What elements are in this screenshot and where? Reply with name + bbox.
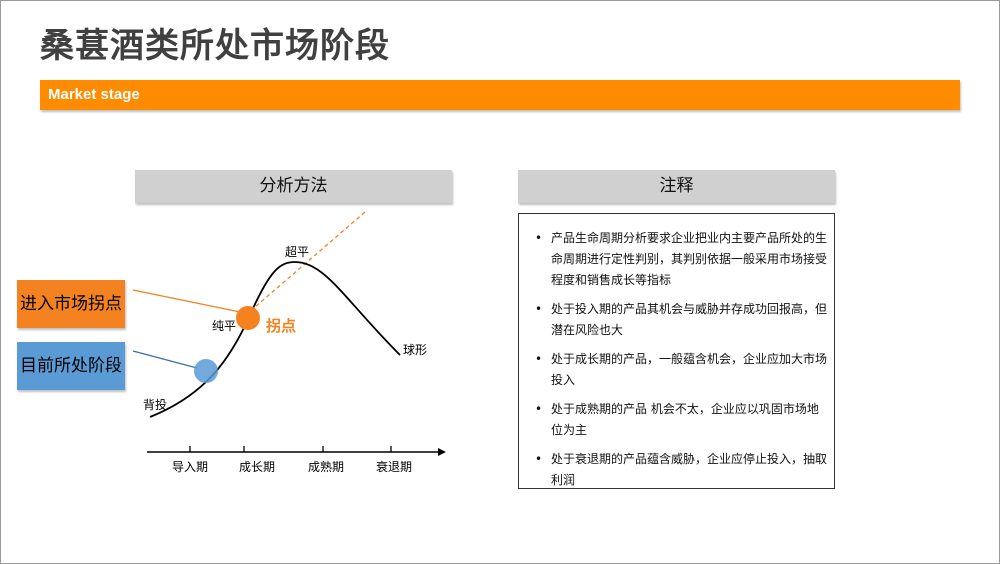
stage-leader-line bbox=[132, 350, 198, 369]
inflection-label: 拐点 bbox=[266, 317, 296, 335]
stage-label-maturity: 成熟期 bbox=[308, 459, 344, 474]
entry-point-callout: 进入市场拐点 bbox=[17, 280, 125, 328]
stage-label-decline: 衰退期 bbox=[376, 459, 412, 474]
page-title: 桑葚酒类所处市场阶段 bbox=[40, 26, 390, 66]
notes-panel-header: 注释 bbox=[518, 170, 835, 203]
current-stage-marker bbox=[194, 359, 218, 383]
stage-label-intro: 导入期 bbox=[172, 460, 208, 474]
note-item: 处于成熟期的产品 机会不太，企业应以巩固市场地位为主 bbox=[533, 399, 828, 441]
entry-leader-line bbox=[132, 289, 241, 313]
stage-label-growth: 成长期 bbox=[239, 460, 275, 474]
note-item: 产品生命周期分析要求企业把业内主要产品所处的生命周期进行定性判别，其判别依据一般… bbox=[533, 228, 828, 291]
notes-list: 产品生命周期分析要求企业把业内主要产品所处的生命周期进行定性判别，其判别依据一般… bbox=[533, 228, 828, 491]
note-item: 处于衰退期的产品蕴含威胁，企业应停止投入，抽取利润 bbox=[533, 449, 828, 491]
curve-label-back: 背投 bbox=[143, 397, 167, 412]
tangent-dashed-line bbox=[239, 211, 366, 321]
note-item: 处于投入期的产品其机会与威胁并存成功回报高，但潜在风险也大 bbox=[533, 299, 828, 341]
section-bar: Market stage bbox=[40, 80, 960, 110]
x-axis-arrow bbox=[438, 448, 446, 456]
inflection-point-marker bbox=[236, 306, 260, 330]
curve-label-super: 超平 bbox=[285, 244, 309, 259]
current-stage-callout: 目前所处阶段 bbox=[17, 342, 125, 390]
lifecycle-curve bbox=[149, 261, 401, 418]
section-label: Market stage bbox=[48, 86, 140, 103]
curve-label-sphere: 球形 bbox=[403, 343, 427, 357]
curve-label-pure: 纯平 bbox=[212, 319, 236, 333]
method-panel-header: 分析方法 bbox=[135, 170, 452, 203]
notes-box: 产品生命周期分析要求企业把业内主要产品所处的生命周期进行定性判别，其判别依据一般… bbox=[518, 213, 835, 489]
note-item: 处于成长期的产品，一般蕴含机会，企业应加大市场投入 bbox=[533, 349, 828, 391]
